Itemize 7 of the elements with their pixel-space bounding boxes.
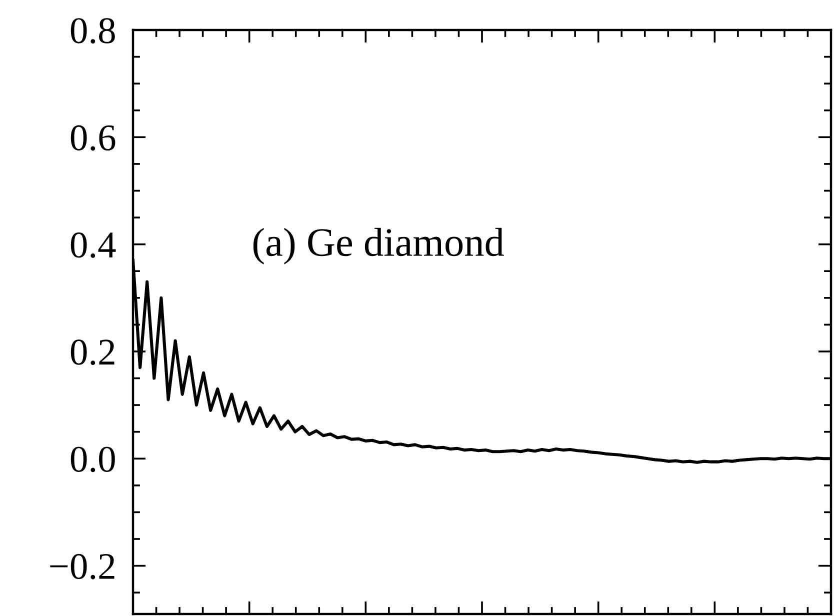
annotation: (a) Ge diamond — [253, 228, 504, 264]
y-tick-label: 0.2 — [70, 340, 114, 366]
y-tick-label: 0.0 — [70, 446, 115, 472]
y-tick-label: −0.2 — [50, 554, 114, 580]
y-tick-label: 0.6 — [70, 125, 116, 151]
y-tick-label: 0.8 — [70, 18, 115, 44]
y-tick-label: 0.4 — [70, 232, 116, 258]
